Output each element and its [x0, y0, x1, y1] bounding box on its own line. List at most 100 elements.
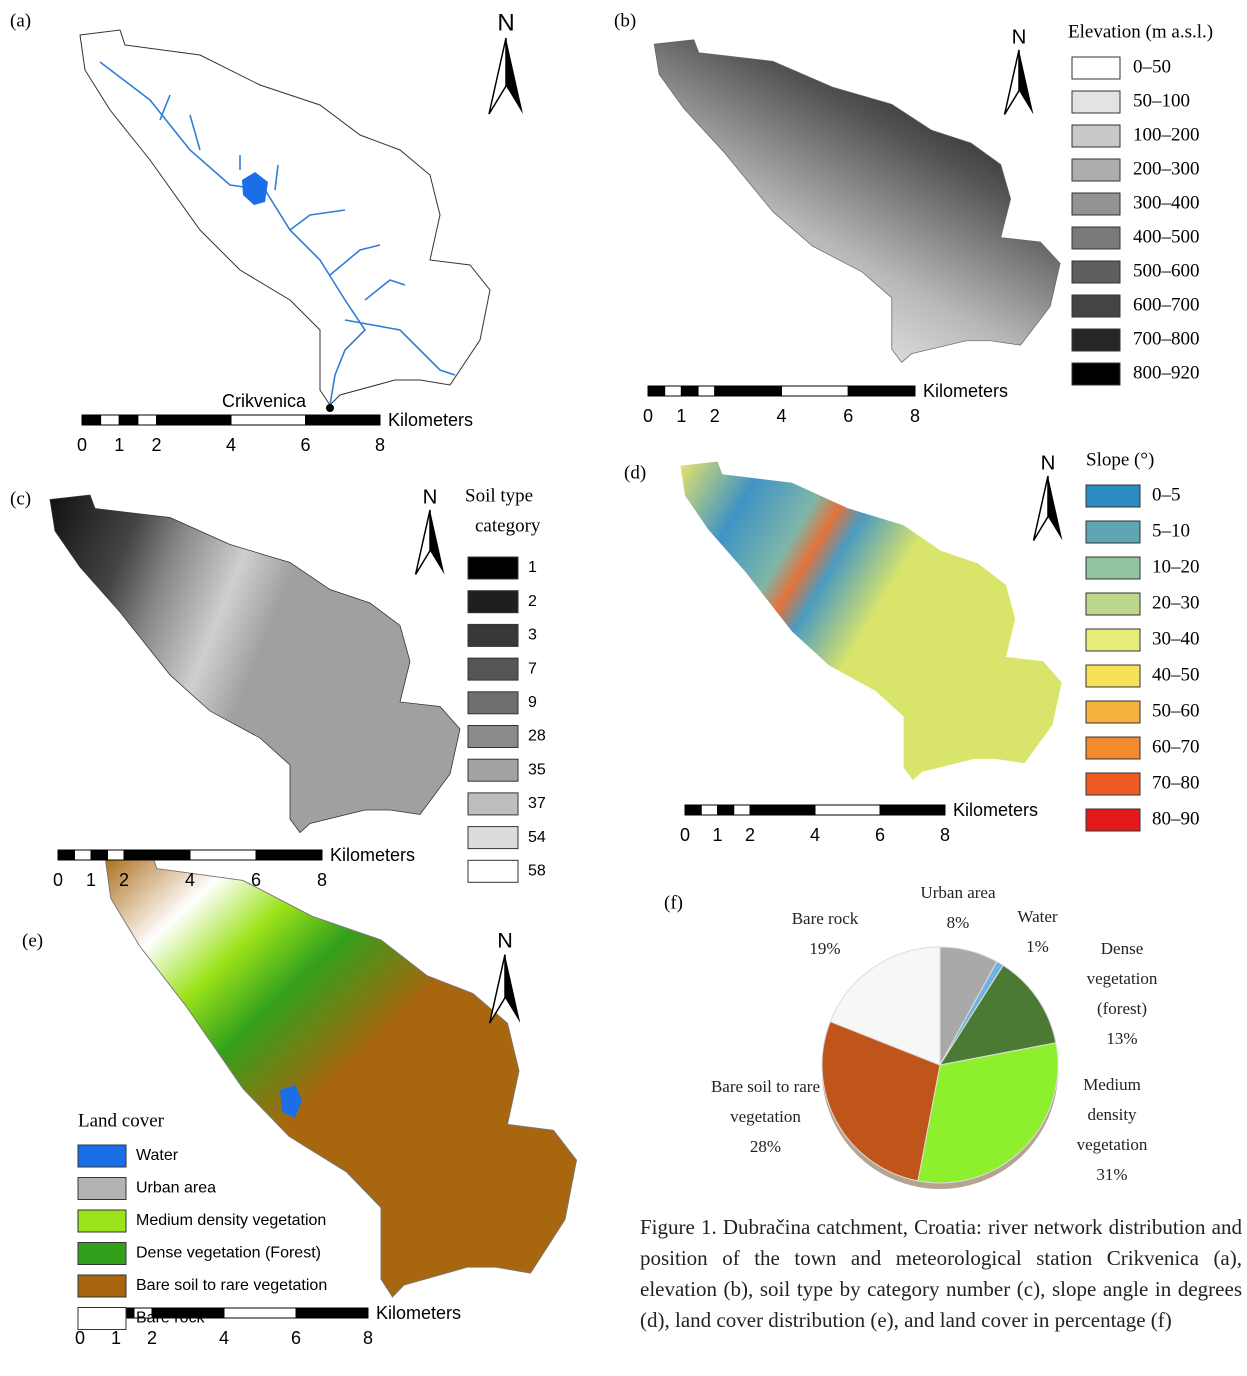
legend-label: Medium density vegetation [136, 1212, 326, 1229]
legend-swatch [468, 557, 518, 579]
legend-swatch [1072, 329, 1120, 351]
pie-value-label: 19% [770, 934, 880, 964]
scale-segment [296, 1308, 368, 1318]
legend-label: 28 [528, 728, 546, 745]
scale-segment [698, 386, 715, 396]
legend-swatch [78, 1275, 126, 1297]
pie-value-label: 31% [1062, 1160, 1162, 1190]
legend-swatch [78, 1178, 126, 1200]
pie-category-label: Water [1005, 902, 1070, 932]
legend-swatch [468, 793, 518, 815]
figure: (a)(b)(c)(d)(e)(f)NNNNN012468Kilometers0… [0, 0, 1247, 1376]
pie-value-label: 1% [1005, 932, 1070, 962]
scale-tick-label: 2 [151, 435, 161, 455]
panel-label: (b) [614, 10, 636, 31]
pie-value-label: 13% [1072, 1024, 1172, 1054]
legend-swatch [1072, 295, 1120, 317]
legend-label: 20–30 [1152, 592, 1200, 613]
pie-category-label: Bare soil to rare vegetation [708, 1072, 823, 1132]
legend-swatch [1072, 125, 1120, 147]
legend-swatch [1086, 593, 1140, 615]
panel-label: (e) [22, 930, 43, 951]
panel-label: (d) [624, 462, 646, 483]
legend-label: 40–50 [1152, 664, 1200, 685]
scale-unit: Kilometers [388, 410, 473, 430]
scale-segment [157, 415, 232, 425]
scale-tick-label: 4 [219, 1328, 229, 1348]
scale-segment [82, 415, 101, 425]
legend-swatch [1072, 363, 1120, 385]
legend-label: 3 [528, 627, 537, 644]
north-label: N [1041, 452, 1056, 474]
legend-swatch [1072, 193, 1120, 215]
slope-map [680, 462, 1061, 781]
legend-label: 70–80 [1152, 772, 1200, 793]
legend-label: Urban area [136, 1180, 216, 1197]
scale-tick-label: 2 [119, 870, 129, 890]
north-arrow [506, 38, 523, 114]
legend-label: 50–60 [1152, 700, 1200, 721]
legend-label: 800–920 [1133, 362, 1200, 383]
scale-tick-label: 6 [251, 870, 261, 890]
scale-segment [256, 850, 322, 860]
scale-tick-label: 8 [940, 825, 950, 845]
scale-segment [701, 805, 717, 815]
legend-label: 1 [528, 559, 537, 576]
legend-title: Land cover [78, 1110, 165, 1131]
north-label: N [1012, 26, 1027, 48]
pie-value-label: 28% [708, 1132, 823, 1162]
scale-tick-label: 4 [776, 406, 786, 426]
legend-label: 80–90 [1152, 808, 1200, 829]
legend-label: Water [136, 1147, 179, 1164]
scale-segment [91, 850, 108, 860]
legend-title: Elevation (m a.s.l.) [1068, 21, 1213, 42]
legend-swatch [78, 1243, 126, 1265]
north-arrow [430, 510, 444, 575]
scale-tick-label: 4 [810, 825, 820, 845]
scale-tick-label: 0 [77, 435, 87, 455]
north-label: N [497, 9, 514, 36]
legend-swatch [1072, 159, 1120, 181]
pie-category-label: Urban area [908, 878, 1008, 908]
scale-tick-label: 2 [710, 406, 720, 426]
legend-swatch [1086, 737, 1140, 759]
legend-label: 37 [528, 795, 546, 812]
elevation-map [654, 40, 1060, 363]
legend-label: 2 [528, 593, 537, 610]
pie-category-label: Medium density vegetation [1062, 1070, 1162, 1160]
legend-label: 58 [528, 863, 546, 880]
legend-label: 700–800 [1133, 328, 1200, 349]
scale-unit: Kilometers [330, 845, 415, 865]
scale-tick-label: 8 [317, 870, 327, 890]
panel-label: (f) [664, 892, 683, 913]
legend-swatch [468, 726, 518, 748]
scale-tick-label: 6 [875, 825, 885, 845]
scale-tick-label: 1 [676, 406, 686, 426]
soil-map [50, 495, 460, 833]
scale-tick-label: 1 [712, 825, 722, 845]
legend-label: 100–200 [1133, 124, 1200, 145]
north-label: N [423, 486, 438, 508]
scale-tick-label: 6 [291, 1328, 301, 1348]
figure-page: (a)(b)(c)(d)(e)(f)NNNNN012468Kilometers0… [0, 0, 1247, 1376]
legend-label: 300–400 [1133, 192, 1200, 213]
legend-swatch [468, 624, 518, 646]
scale-tick-label: 1 [114, 435, 124, 455]
legend-swatch [468, 591, 518, 613]
north-arrow [489, 38, 506, 114]
scale-tick-label: 8 [375, 435, 385, 455]
legend-swatch [1086, 773, 1140, 795]
scale-segment [75, 850, 92, 860]
legend-label: 50–100 [1133, 90, 1190, 111]
pie-category-label: Bare rock [770, 904, 880, 934]
legend-label: 5–10 [1152, 520, 1190, 541]
legend-swatch [78, 1210, 126, 1232]
scale-segment [880, 805, 945, 815]
scale-tick-label: 2 [745, 825, 755, 845]
scale-segment [124, 850, 190, 860]
scale-unit: Kilometers [953, 800, 1038, 820]
panel-label: (a) [10, 10, 31, 31]
legend-label: Bare rock [136, 1310, 205, 1327]
legend-title: category [475, 515, 541, 536]
legend-label: Dense vegetation (Forest) [136, 1245, 321, 1262]
